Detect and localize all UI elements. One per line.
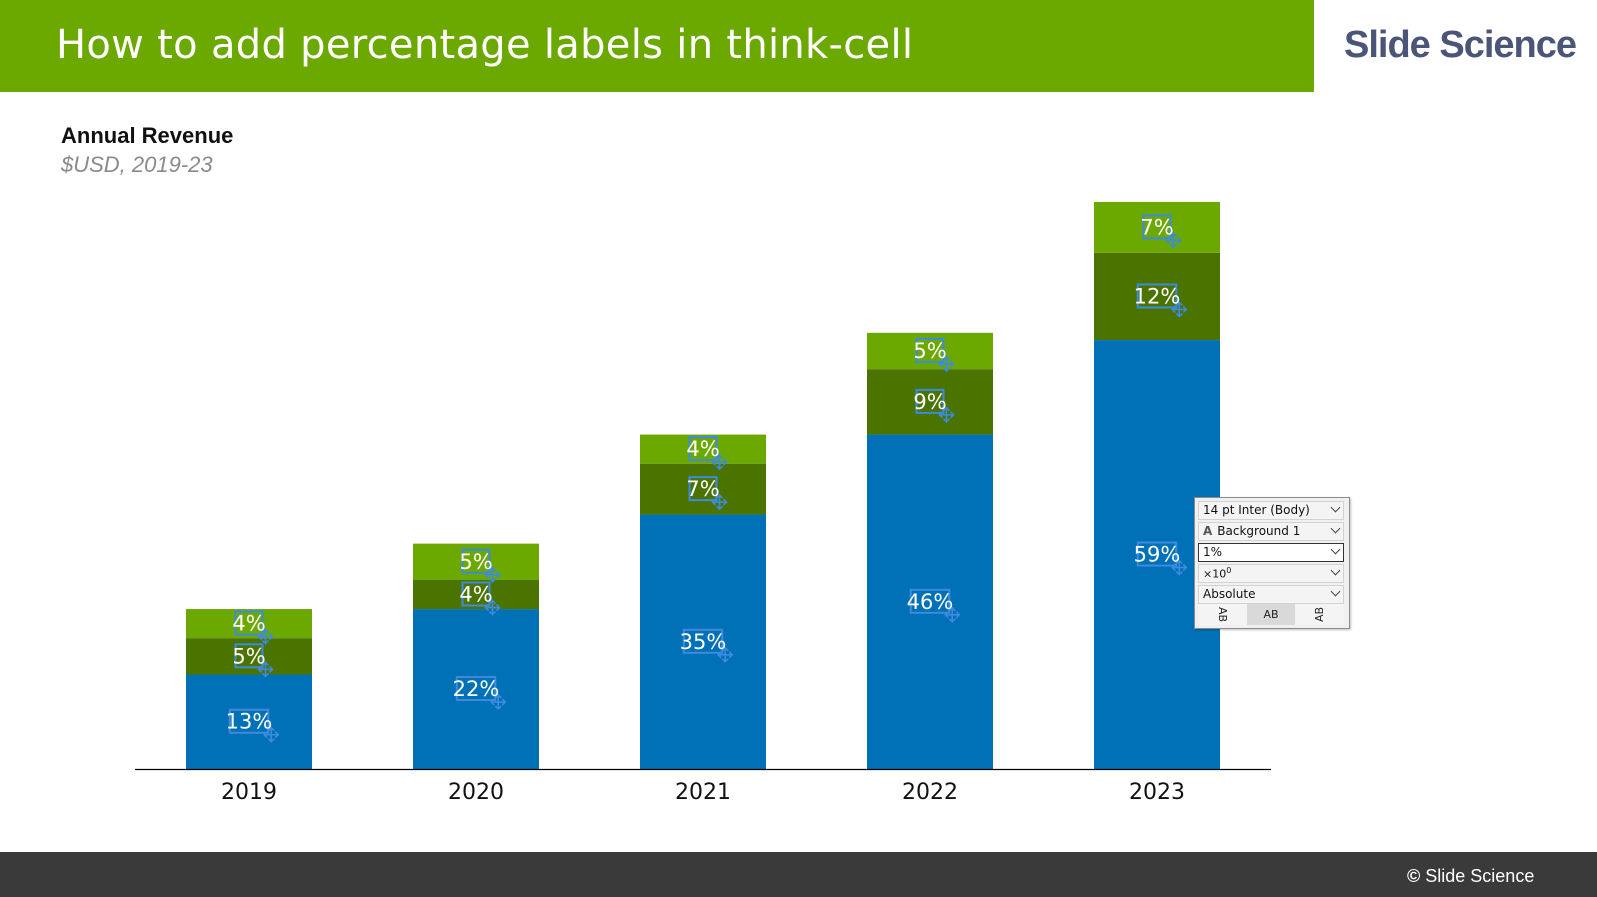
data-label-box[interactable] [909,588,951,614]
bar-segment[interactable] [640,514,766,769]
move-handle-icon[interactable] [938,355,955,373]
x-tick-label: 2020 [448,780,504,805]
move-handle-icon[interactable] [711,453,728,471]
data-label[interactable]: 4% [459,583,492,607]
move-handle-icon[interactable] [484,599,501,616]
move-handle-icon[interactable] [1171,559,1188,576]
move-handle-icon[interactable] [938,406,955,423]
color-value: Background 1 [1217,524,1301,538]
bar-segment[interactable] [186,674,312,769]
data-label-box[interactable] [234,643,264,669]
move-handle-icon[interactable] [944,606,961,623]
data-label[interactable]: 59% [1134,543,1181,567]
text-color-icon: A [1203,524,1213,538]
x-tick-label: 2019 [221,780,277,805]
data-label-box[interactable] [1142,214,1172,240]
data-label[interactable]: 5% [459,550,492,574]
data-label[interactable]: 13% [226,710,273,734]
footer-copyright: © Slide Science [1407,866,1535,886]
chevron-down-icon[interactable] [1330,502,1341,513]
chevron-down-icon[interactable] [1330,523,1341,534]
chevron-down-icon[interactable] [1330,544,1341,555]
brand-logo: Slide Science [1344,24,1577,66]
display-mode-dropdown[interactable]: Absolute [1198,585,1344,604]
data-label[interactable]: 35% [680,630,727,654]
page-title: How to add percentage labels in think-ce… [56,22,914,68]
magnitude-dropdown[interactable]: ×100 [1198,564,1344,583]
data-label-box[interactable] [1136,283,1178,309]
data-label[interactable]: 9% [913,390,946,414]
bar-segment[interactable] [413,609,539,769]
orientation-tabs[interactable]: AB AB AB [1198,604,1345,625]
orientation-tab-rotate-left[interactable]: AB [1295,604,1345,625]
move-handle-icon[interactable] [711,493,728,511]
label-format-popup[interactable]: 14 pt Inter (Body) A Background 1 1% ×100… [1194,497,1350,629]
move-handle-icon[interactable] [717,646,734,663]
data-label[interactable]: 46% [907,590,954,614]
data-label-box[interactable] [682,628,724,654]
chart-subtitle: $USD, 2019-23 [61,152,213,177]
bar-segment[interactable] [1094,252,1220,341]
move-handle-icon[interactable] [1165,232,1182,249]
font-value: 14 pt Inter (Body) [1203,503,1310,517]
header-bar [0,0,1314,92]
x-tick-label: 2023 [1129,780,1185,805]
move-handle-icon[interactable] [263,726,280,743]
data-label[interactable]: 4% [232,612,265,636]
bar-segment[interactable] [867,434,993,769]
data-label[interactable]: 7% [686,477,719,501]
data-label[interactable]: 22% [453,677,500,701]
data-label-box[interactable] [1136,541,1178,567]
magnitude-value: ×10 [1203,567,1227,581]
data-label[interactable]: 7% [1140,215,1173,239]
data-label[interactable]: 5% [913,339,946,363]
x-tick-label: 2021 [675,780,731,805]
display-mode-value: Absolute [1203,587,1256,601]
data-label-box[interactable] [455,676,497,702]
bar-segment[interactable] [640,463,766,515]
color-dropdown[interactable]: A Background 1 [1198,522,1344,541]
orientation-tab-horizontal[interactable]: AB [1246,604,1296,625]
data-label-box[interactable] [461,548,491,574]
move-handle-icon[interactable] [1171,301,1188,318]
magnitude-exponent: 0 [1226,566,1232,575]
chart-title: Annual Revenue [61,123,234,148]
data-label-box[interactable] [234,610,264,636]
data-label-box[interactable] [688,436,718,462]
chevron-down-icon[interactable] [1330,565,1341,576]
copyright-icon: © [1407,866,1421,886]
bar-segment[interactable] [413,579,539,610]
data-label-box[interactable] [915,337,945,363]
data-label-box[interactable] [688,476,718,502]
number-format-value[interactable]: 1% [1203,545,1223,559]
move-handle-icon[interactable] [257,628,274,645]
data-label[interactable]: 5% [232,644,265,668]
bar-segment[interactable] [867,369,993,435]
font-dropdown[interactable]: 14 pt Inter (Body) [1198,501,1344,520]
move-handle-icon[interactable] [257,661,274,678]
x-tick-label: 2022 [902,780,958,805]
bar-segment[interactable] [640,434,766,464]
bar-segment[interactable] [1094,201,1220,253]
data-label-box[interactable] [228,708,270,734]
footer-bar [0,852,1597,897]
number-format-field[interactable]: 1% [1198,543,1344,562]
move-handle-icon[interactable] [484,566,501,583]
data-label[interactable]: 12% [1134,284,1181,308]
data-label-box[interactable] [915,388,945,414]
data-label[interactable]: 4% [686,437,719,461]
data-label-box[interactable] [461,581,491,607]
orientation-tab-rotate-right[interactable]: AB [1198,604,1247,625]
move-handle-icon[interactable] [490,693,507,711]
chevron-down-icon[interactable] [1330,586,1341,597]
bar-segment[interactable] [186,609,312,639]
